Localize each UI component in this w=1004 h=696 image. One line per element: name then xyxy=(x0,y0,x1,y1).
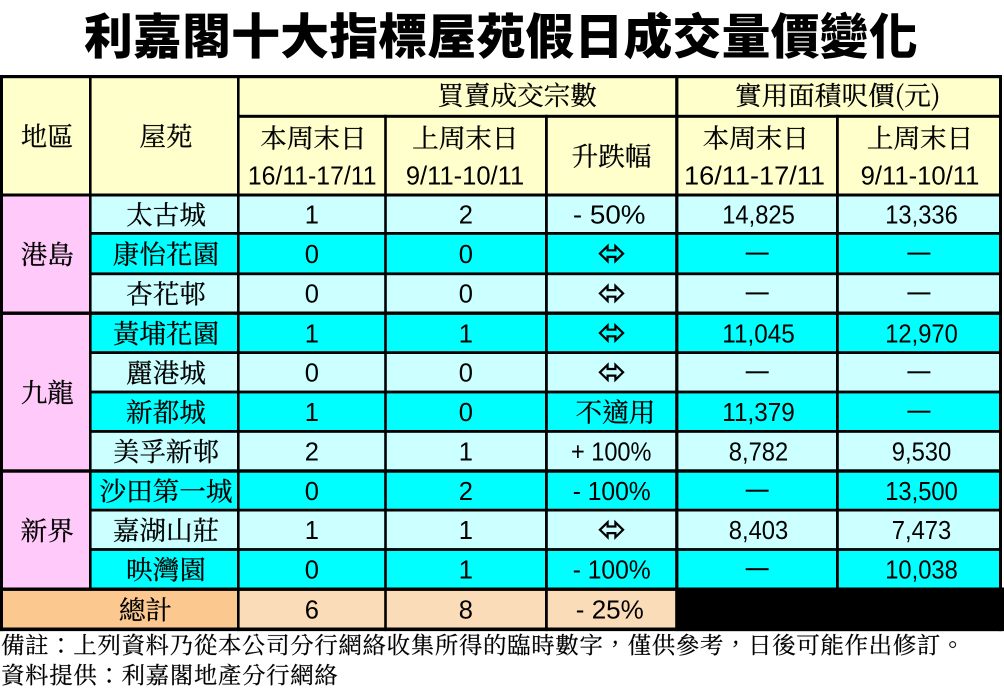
svg-text:14,825: 14,825 xyxy=(722,202,795,230)
svg-text:- 50%: - 50% xyxy=(573,202,646,230)
svg-text:1: 1 xyxy=(305,517,319,545)
svg-text:1: 1 xyxy=(459,557,473,585)
svg-text:11,379: 11,379 xyxy=(722,399,795,427)
svg-text:- 100%: - 100% xyxy=(573,557,651,585)
svg-text:0: 0 xyxy=(459,360,473,388)
svg-text:8,782: 8,782 xyxy=(729,438,789,466)
svg-text:- 100%: - 100% xyxy=(573,478,651,506)
svg-text:13,336: 13,336 xyxy=(885,202,958,230)
svg-text:1: 1 xyxy=(459,517,473,545)
svg-text:1: 1 xyxy=(459,438,473,466)
svg-text:8,403: 8,403 xyxy=(729,517,789,545)
svg-text:0: 0 xyxy=(459,241,473,269)
svg-text:0: 0 xyxy=(305,241,319,269)
svg-text:11,045: 11,045 xyxy=(722,320,795,348)
svg-text:1: 1 xyxy=(305,399,319,427)
svg-text:0: 0 xyxy=(305,360,319,388)
svg-text:2: 2 xyxy=(305,438,319,466)
svg-text:2: 2 xyxy=(459,478,473,506)
svg-text:1: 1 xyxy=(305,202,319,230)
svg-text:0: 0 xyxy=(305,281,319,309)
svg-text:0: 0 xyxy=(459,281,473,309)
svg-text:9/11-10/11: 9/11-10/11 xyxy=(861,162,980,190)
svg-text:10,038: 10,038 xyxy=(885,557,958,585)
svg-text:8: 8 xyxy=(459,597,473,625)
svg-text:9/11-10/11: 9/11-10/11 xyxy=(406,162,524,190)
svg-text:16/11-17/11: 16/11-17/11 xyxy=(684,160,825,190)
svg-text:2: 2 xyxy=(459,202,473,230)
svg-text:7,473: 7,473 xyxy=(892,517,952,545)
svg-text:6: 6 xyxy=(305,597,319,625)
svg-text:9,530: 9,530 xyxy=(892,438,952,466)
svg-text:0: 0 xyxy=(305,557,319,585)
svg-text:1: 1 xyxy=(459,320,473,348)
svg-text:12,970: 12,970 xyxy=(885,320,958,348)
svg-text:+ 100%: + 100% xyxy=(571,438,652,466)
svg-text:16/11-17/11: 16/11-17/11 xyxy=(248,162,377,190)
svg-text:13,500: 13,500 xyxy=(885,478,958,506)
svg-text:- 25%: - 25% xyxy=(576,597,644,625)
svg-text:1: 1 xyxy=(305,320,319,348)
svg-text:0: 0 xyxy=(305,478,319,506)
svg-text:0: 0 xyxy=(459,399,473,427)
